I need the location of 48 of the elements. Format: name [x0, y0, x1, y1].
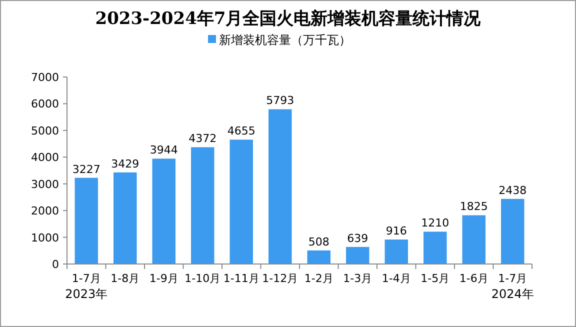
text: 2024年: [491, 287, 534, 301]
x-tick-label: 1-9月: [149, 272, 178, 285]
y-tick-label: 1000: [31, 231, 59, 244]
data-label: 4655: [227, 124, 256, 138]
x-tick-label: 1-7月: [72, 272, 101, 285]
data-label: 2438: [498, 184, 527, 197]
bar: [230, 140, 253, 264]
y-tick-label: 5000: [31, 124, 59, 138]
bar: [424, 232, 447, 264]
data-label: 1825: [460, 200, 488, 214]
chart-title: 2023-2024年7月全国火电新增装机容量统计情况: [95, 9, 482, 29]
x-tick-label: 1-12月: [262, 272, 298, 285]
x-tick-label: 1-3月: [343, 272, 372, 285]
bar: [268, 109, 292, 264]
x-tick-label: 1-7月: [498, 272, 528, 285]
legend-label: 新增装机容量（万千瓦）: [219, 33, 351, 47]
text: 2023年: [65, 287, 108, 301]
bar: [501, 198, 524, 264]
y-tick-label: 7000: [31, 71, 59, 84]
y-tick-label: 3000: [31, 178, 59, 191]
y-tick-label: 2000: [31, 204, 59, 218]
x-tick-label: 1-6月: [459, 272, 488, 285]
bar: [346, 246, 370, 264]
y-tick-label: 4000: [31, 151, 59, 164]
bar: [191, 147, 214, 264]
bar: [384, 240, 408, 264]
x-tick-label: 1-5月: [420, 272, 450, 285]
data-label: 3429: [111, 157, 140, 170]
x-tick-label: 1-10月: [184, 272, 221, 285]
x-tick-label: 1-8月: [110, 272, 140, 285]
data-label: 916: [386, 224, 407, 238]
y-tick-label: 0: [52, 258, 59, 271]
bar: [74, 178, 98, 264]
data-label: 508: [308, 235, 330, 248]
data-label: 3227: [72, 162, 100, 176]
data-label: 1210: [421, 216, 450, 230]
data-label: 5793: [266, 94, 294, 108]
data-label: 3944: [150, 144, 178, 157]
y-tick-label: 6000: [31, 98, 59, 111]
data-label: 4372: [188, 132, 217, 146]
x-tick-label: 1-4月: [382, 272, 411, 285]
bar: [114, 172, 137, 264]
data-label: 639: [347, 232, 368, 245]
x-tick-label: 1-11月: [223, 272, 260, 285]
x-tick-label: 1-2月: [304, 272, 334, 285]
bar: [462, 215, 486, 264]
bar: [152, 158, 176, 264]
bar: [307, 250, 330, 264]
